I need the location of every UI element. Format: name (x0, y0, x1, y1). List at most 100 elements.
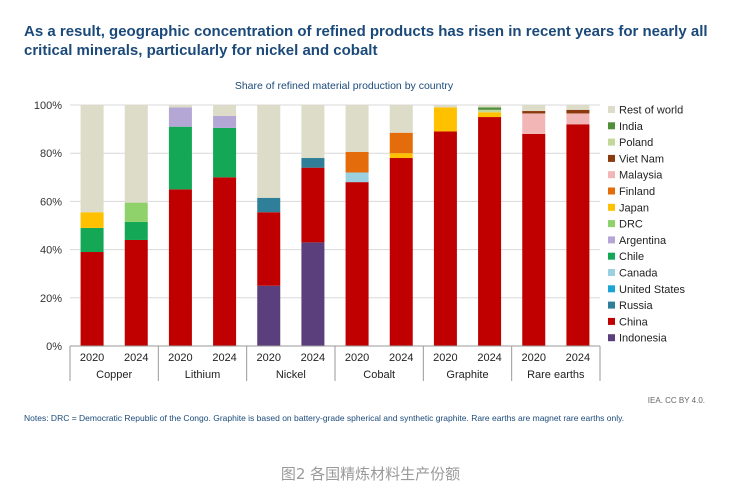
x-tick-label: 2024 (301, 352, 325, 364)
axes: 0% 20% 40% 60% 80% 100% 2020 2024 2020 2024 2020 20… (34, 100, 601, 381)
legend-swatch (608, 252, 615, 260)
y-tick-label: 60% (40, 196, 62, 208)
bar-segment-rest-of-world (389, 105, 413, 133)
bars (80, 105, 590, 346)
bar-segment-argentina (168, 107, 192, 127)
legend-swatch (608, 171, 615, 179)
bar-segment-china (301, 167, 325, 243)
bar-segment-canada (345, 172, 369, 183)
bar-segment-viet-nam (522, 111, 546, 114)
headline: As a result, geographic concentration of… (24, 23, 708, 59)
y-tick-label: 20% (40, 293, 62, 305)
chart-notes: Notes: DRC = Democratic Republic of the … (24, 413, 625, 423)
x-group-label: Lithium (185, 369, 220, 381)
bar-segment-japan (433, 107, 457, 132)
x-tick-label: 2020 (522, 352, 546, 364)
bar-segment-indonesia (301, 242, 325, 346)
legend-swatch (608, 269, 615, 276)
legend-swatch (608, 220, 615, 228)
x-tick-label: 2024 (389, 352, 413, 364)
legend-swatch (608, 187, 615, 195)
bar-segment-rest-of-world (345, 105, 369, 152)
legend-label: Japan (619, 202, 649, 214)
bar-segment-rest-of-world (301, 105, 325, 159)
legend-label: Malaysia (619, 170, 663, 182)
y-tick-label: 0% (46, 341, 62, 353)
x-group-label: Cobalt (363, 369, 395, 381)
x-tick-label: 2024 (212, 352, 236, 364)
bar-segment-rest-of-world (124, 105, 148, 203)
legend-swatch (608, 138, 615, 146)
bar-segment-china (478, 117, 502, 346)
x-group-label: Graphite (446, 369, 488, 381)
bar-segment-chile (213, 127, 237, 178)
bar-segment-viet-nam (566, 109, 590, 114)
bar-segment-japan (478, 112, 502, 118)
legend-swatch (608, 317, 615, 325)
bar-segment-rest-of-world (566, 105, 590, 110)
legend-label: China (619, 316, 649, 328)
bar-segment-poland (478, 109, 502, 113)
y-tick-label: 40% (40, 245, 62, 257)
legend-label: Rest of world (619, 105, 683, 117)
legend-label: Canada (619, 268, 658, 280)
bar-segment-japan (389, 153, 413, 159)
x-tick-label: 2024 (124, 352, 148, 364)
bar-segment-rest-of-world (433, 105, 457, 108)
figure-caption: 图2 各国精炼材料生产份额 (280, 465, 461, 483)
x-tick-label: 2020 (80, 352, 104, 364)
bar-segment-china (257, 212, 281, 286)
legend-swatch (608, 154, 615, 162)
bar-segment-russia (257, 197, 281, 213)
bar-segment-china (566, 124, 590, 346)
bar-segment-indonesia (257, 285, 281, 346)
bar-segment-rest-of-world (522, 105, 546, 112)
x-tick-label: 2024 (477, 352, 501, 364)
bar-segment-china (389, 158, 413, 346)
bar-segment-india (478, 107, 502, 110)
legend-swatch (608, 203, 615, 211)
legend-swatch (608, 301, 615, 309)
chart-title: Share of refined material production by … (235, 80, 454, 92)
bar-segment-rest-of-world (478, 105, 502, 108)
y-tick-label: 80% (40, 148, 62, 160)
legend-swatch (608, 236, 615, 244)
bar-segment-chile (168, 126, 192, 190)
bar-segment-china (124, 239, 148, 346)
bar-segment-china (433, 131, 457, 346)
legend-swatch (608, 334, 615, 342)
bar-segment-china (345, 182, 369, 346)
bar-segment-malaysia (566, 113, 590, 125)
bar-segment-rest-of-world (213, 105, 237, 116)
x-tick-label: 2024 (566, 352, 590, 364)
bar-segment-finland (389, 132, 413, 154)
bar-segment-china (80, 252, 104, 346)
legend: Rest of world India Poland Viet Nam Malaysia… (608, 105, 686, 345)
bar-segment-argentina (213, 115, 237, 128)
y-tick-label: 100% (34, 100, 62, 112)
legend-label: DRC (619, 219, 643, 231)
legend-label: Russia (619, 300, 654, 312)
bar-segment-chile (80, 227, 104, 253)
bar-segment-china (168, 189, 192, 346)
x-tick-label: 2020 (433, 352, 457, 364)
bar-segment-rest-of-world (257, 105, 281, 198)
x-group-label: Rare earths (527, 369, 585, 381)
legend-label: Finland (619, 186, 655, 198)
bar-segment-russia (301, 158, 325, 168)
bar-segment-drc (124, 202, 148, 222)
legend-label: United States (619, 284, 686, 296)
legend-swatch (608, 122, 615, 130)
x-tick-label: 2020 (257, 352, 281, 364)
legend-label: Chile (619, 251, 644, 263)
legend-label: Poland (619, 137, 653, 149)
legend-label: India (619, 121, 644, 133)
bar-segment-japan (80, 212, 104, 228)
legend-label: Argentina (619, 235, 667, 247)
x-group-label: Nickel (276, 369, 306, 381)
bar-segment-rest-of-world (80, 105, 104, 213)
legend-label: Indonesia (619, 333, 668, 345)
legend-swatch (608, 285, 615, 293)
legend-swatch (608, 106, 615, 113)
x-group-label: Copper (96, 369, 132, 381)
